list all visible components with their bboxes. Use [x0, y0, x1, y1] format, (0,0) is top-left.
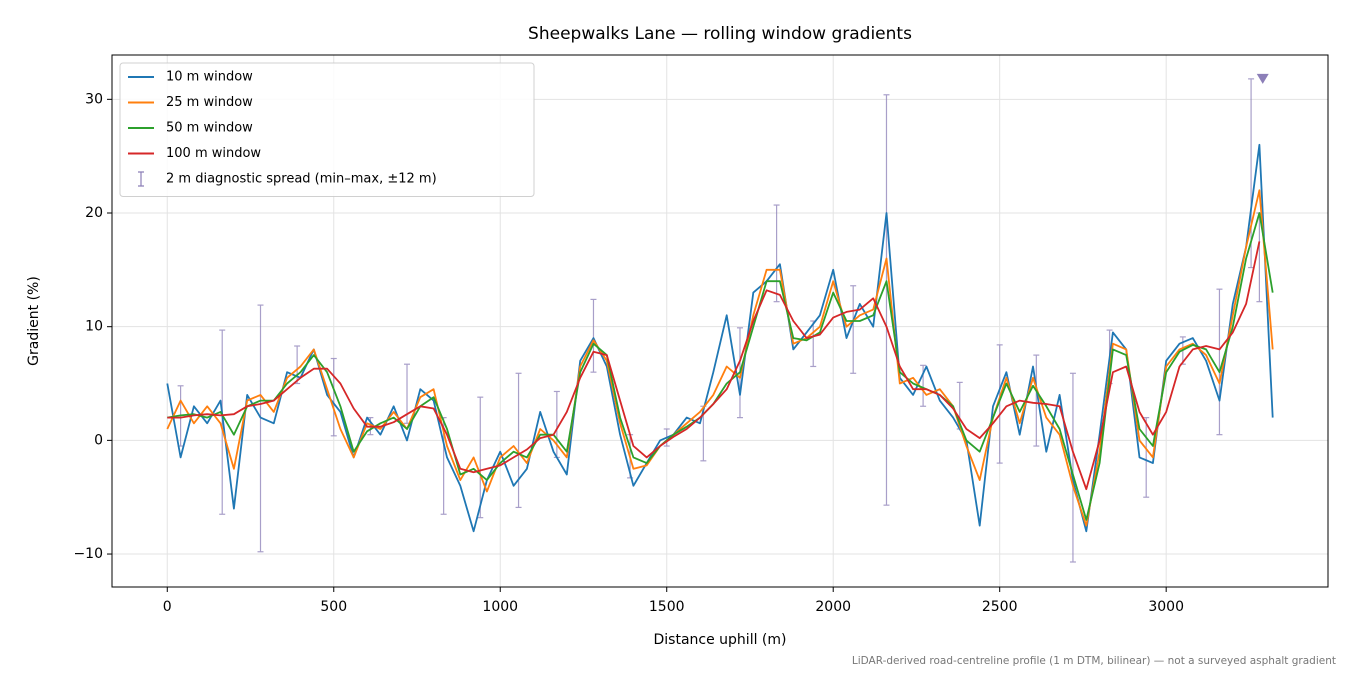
series-line [166, 143, 1274, 533]
y-axis-label: Gradient (%) [26, 276, 42, 366]
error-bar [850, 285, 857, 374]
legend-label: 50 m window [166, 121, 253, 136]
error-bar [219, 329, 226, 515]
legend-box [119, 62, 535, 197]
error-bar [883, 94, 890, 506]
error-bar [773, 204, 780, 303]
legend-label: 2 m diagnostic spread (min–max, ±12 m) [166, 172, 437, 187]
error-bar [515, 372, 522, 509]
legend-label: 10 m window [166, 70, 253, 85]
y-tick-label: 0 [94, 432, 103, 448]
error-bar [477, 396, 484, 519]
x-tick-label: 0 [163, 599, 172, 615]
chart-title: Sheepwalks Lane — rolling window gradien… [528, 24, 912, 44]
peak-marker [1256, 73, 1269, 84]
x-tick-label: 1500 [649, 599, 685, 615]
error-bar [1033, 354, 1040, 447]
plot-frame [111, 54, 1329, 588]
x-tick-label: 2000 [815, 599, 851, 615]
x-tick-label: 3000 [1148, 599, 1184, 615]
error-bar [1216, 288, 1223, 436]
error-bar [257, 304, 264, 553]
legend: 10 m window 25 m window 50 m window 100 m w… [119, 62, 535, 197]
series-line [167, 212, 1274, 521]
legend-label: 25 m window [166, 95, 253, 110]
error-bar [996, 344, 1003, 464]
error-bar [1069, 372, 1076, 563]
footnote: LiDAR-derived road-centreline profile (1… [852, 655, 1336, 667]
error-bar [1143, 417, 1150, 498]
y-tick-label: 20 [85, 205, 103, 221]
series-line [167, 241, 1261, 491]
y-tick-label: −10 [73, 546, 103, 562]
y-tick-label: 10 [85, 319, 103, 335]
error-bar [590, 298, 597, 373]
error-bar [330, 357, 337, 437]
x-tick-label: 500 [320, 599, 347, 615]
legend-swatch [138, 171, 144, 187]
y-tick-label: 30 [85, 91, 103, 107]
legend-label: 100 m window [166, 146, 261, 161]
x-tick-label: 2500 [982, 599, 1018, 615]
x-tick-label: 1000 [482, 599, 518, 615]
x-axis-label: Distance uphill (m) [654, 632, 787, 648]
